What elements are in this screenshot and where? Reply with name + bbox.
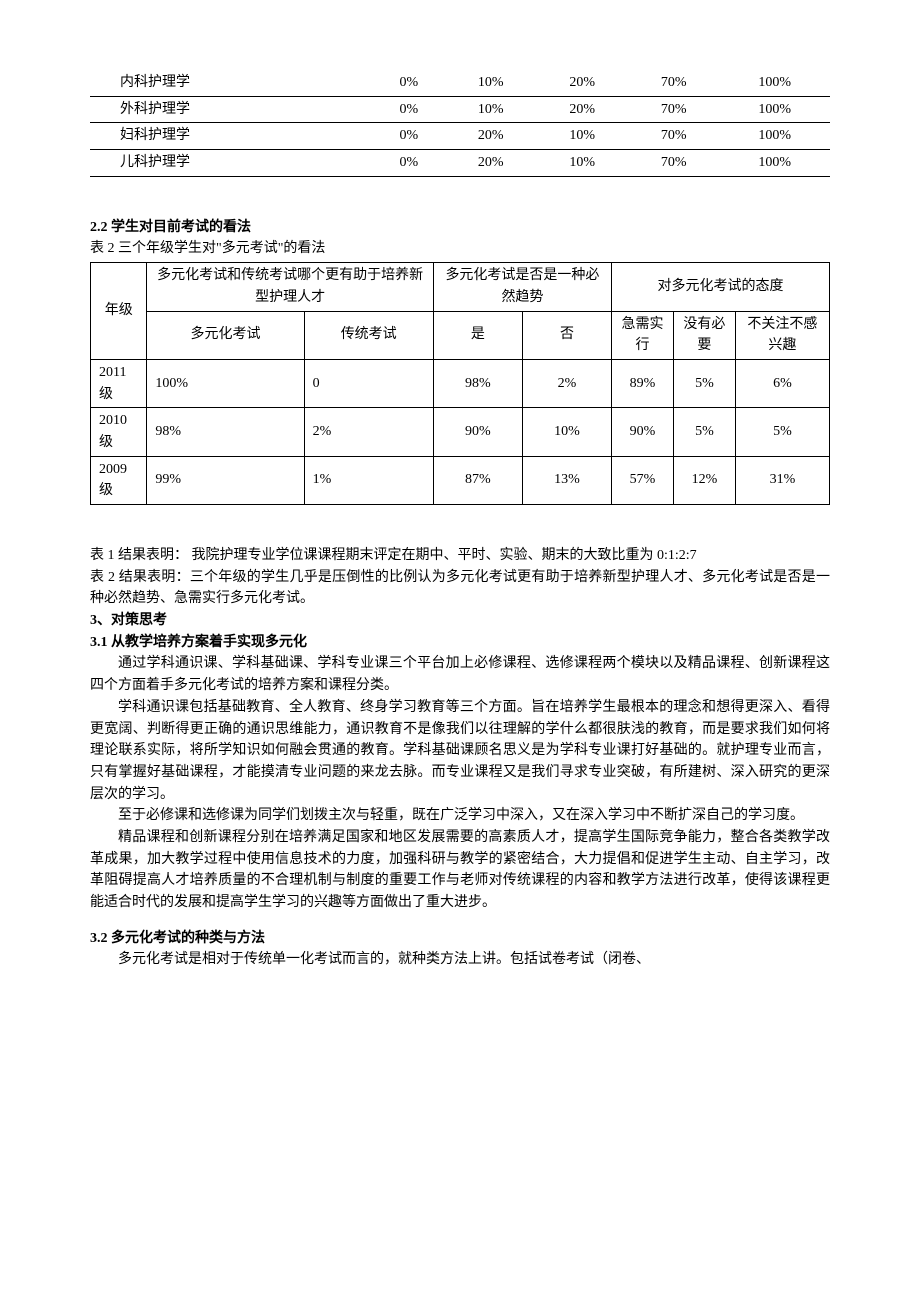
table-cell: 5% (673, 408, 735, 456)
table-row: 儿科护理学0%20%10%70%100% (90, 150, 830, 177)
t2-sub-a2: 没有必要 (673, 311, 735, 359)
t2-head-q2: 多元化考试是否是一种必然趋势 (433, 263, 611, 311)
table-cell: 0% (373, 70, 445, 96)
table-cell: 2009 级 (91, 456, 147, 504)
section-3-1-p3: 至于必修课和选修课为同学们划拨主次与轻重，既在广泛学习中深入，又在深入学习中不断… (90, 805, 830, 827)
table-cell: 10% (537, 150, 628, 177)
table-cell: 儿科护理学 (90, 150, 373, 177)
table-cell: 6% (735, 359, 829, 407)
spacer (90, 914, 830, 928)
table-cell: 2010 级 (91, 408, 147, 456)
table-cell: 98% (147, 408, 304, 456)
table-cell: 2011 级 (91, 359, 147, 407)
table-1: 内科护理学0%10%20%70%100%外科护理学0%10%20%70%100%… (90, 70, 830, 177)
t2-sub-no: 否 (522, 311, 611, 359)
t2-sub-a3: 不关注不感兴趣 (735, 311, 829, 359)
table-cell: 内科护理学 (90, 70, 373, 96)
table-cell: 0% (373, 123, 445, 150)
table-cell: 90% (612, 408, 674, 456)
table-cell: 10% (445, 70, 536, 96)
table-cell: 100% (719, 123, 830, 150)
table-cell: 5% (735, 408, 829, 456)
table-cell: 70% (628, 70, 719, 96)
table-cell: 10% (445, 96, 536, 123)
table-row: 外科护理学0%10%20%70%100% (90, 96, 830, 123)
table-cell: 89% (612, 359, 674, 407)
table-cell: 100% (719, 96, 830, 123)
table-row: 内科护理学0%10%20%70%100% (90, 70, 830, 96)
table-cell: 31% (735, 456, 829, 504)
table-2-caption: 表 2 三个年级学生对"多元考试"的看法 (90, 238, 830, 260)
table-cell: 100% (719, 150, 830, 177)
t2-sub-div: 多元化考试 (147, 311, 304, 359)
table-cell: 2% (304, 408, 433, 456)
table-row: 妇科护理学0%20%10%70%100% (90, 123, 830, 150)
table-cell: 外科护理学 (90, 96, 373, 123)
section-3-2-p1: 多元化考试是相对于传统单一化考试而言的，就种类方法上讲。包括试卷考试（闭卷、 (90, 949, 830, 971)
table-cell: 99% (147, 456, 304, 504)
t2-head-q1: 多元化考试和传统考试哪个更有助于培养新型护理人才 (147, 263, 433, 311)
table-cell: 1% (304, 456, 433, 504)
table-cell: 12% (673, 456, 735, 504)
table-row: 2009 级99%1%87%13%57%12%31% (91, 456, 830, 504)
section-3-1-p1: 通过学科通识课、学科基础课、学科专业课三个平台加上必修课程、选修课程两个模块以及… (90, 653, 830, 696)
section-3-1-p4: 精品课程和创新课程分别在培养满足国家和地区发展需要的高素质人才，提高学生国际竞争… (90, 827, 830, 914)
t2-sub-a1: 急需实行 (612, 311, 674, 359)
t2-head-grade: 年级 (91, 263, 147, 360)
table-cell: 0 (304, 359, 433, 407)
table-cell: 2% (522, 359, 611, 407)
table-cell: 0% (373, 96, 445, 123)
table-cell: 87% (433, 456, 522, 504)
table-2: 年级 多元化考试和传统考试哪个更有助于培养新型护理人才 多元化考试是否是一种必然… (90, 262, 830, 505)
table-cell: 20% (537, 96, 628, 123)
table-2-result: 表 2 结果表明：三个年级的学生几乎是压倒性的比例认为多元化考试更有助于培养新型… (90, 567, 830, 610)
table-cell: 90% (433, 408, 522, 456)
section-3-2-title: 3.2 多元化考试的种类与方法 (90, 928, 830, 950)
table-cell: 98% (433, 359, 522, 407)
table-cell: 70% (628, 123, 719, 150)
table-cell: 10% (537, 123, 628, 150)
table-cell: 20% (445, 123, 536, 150)
table-cell: 100% (147, 359, 304, 407)
table-cell: 20% (537, 70, 628, 96)
table-row: 2011 级100%098%2%89%5%6% (91, 359, 830, 407)
table-cell: 70% (628, 150, 719, 177)
t2-sub-yes: 是 (433, 311, 522, 359)
table-cell: 妇科护理学 (90, 123, 373, 150)
table-cell: 70% (628, 96, 719, 123)
table-cell: 10% (522, 408, 611, 456)
table-cell: 20% (445, 150, 536, 177)
table-cell: 57% (612, 456, 674, 504)
section-3-1-title: 3.1 从教学培养方案着手实现多元化 (90, 632, 830, 654)
table-cell: 0% (373, 150, 445, 177)
table-cell: 13% (522, 456, 611, 504)
table-cell: 100% (719, 70, 830, 96)
section-3-title: 3、对策思考 (90, 610, 830, 632)
table-cell: 5% (673, 359, 735, 407)
section-3-1-p2: 学科通识课包括基础教育、全人教育、终身学习教育等三个方面。旨在培养学生最根本的理… (90, 697, 830, 805)
table-row: 2010 级98%2%90%10%90%5%5% (91, 408, 830, 456)
t2-head-q3: 对多元化考试的态度 (612, 263, 830, 311)
section-2-2-title: 2.2 学生对目前考试的看法 (90, 217, 830, 239)
table-1-result: 表 1 结果表明： 我院护理专业学位课课程期末评定在期中、平时、实验、期末的大致… (90, 545, 830, 567)
t2-sub-trad: 传统考试 (304, 311, 433, 359)
